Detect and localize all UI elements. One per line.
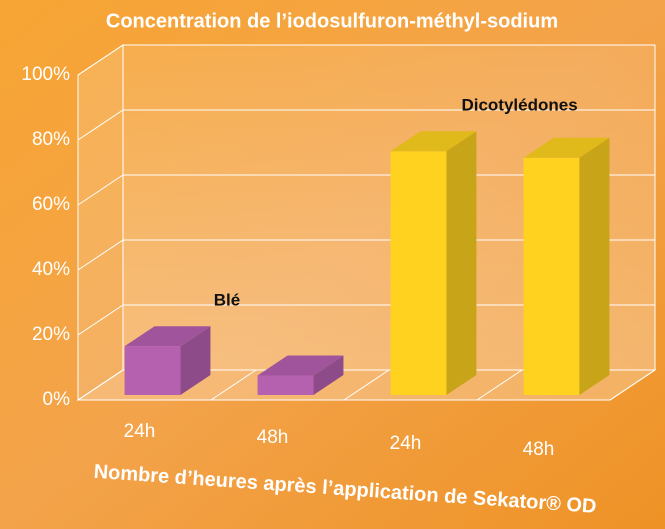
bar — [390, 131, 477, 395]
bar-top — [257, 355, 344, 376]
x-tick-label: 24h — [390, 433, 422, 454]
y-tick-label: 80% — [32, 129, 70, 150]
floor-divider — [609, 369, 656, 401]
series-label: Blé — [214, 291, 240, 310]
series-label: Dicotylédones — [461, 96, 577, 115]
bar — [124, 326, 211, 395]
bar-front — [124, 346, 181, 395]
side-wall — [77, 44, 124, 401]
y-tick-label: 40% — [32, 259, 70, 280]
y-tick-label: 0% — [43, 389, 71, 410]
bar-top — [124, 326, 211, 347]
bar-side — [313, 355, 344, 395]
bar-front — [257, 375, 314, 395]
y-tick-label: 100% — [21, 64, 70, 85]
bar-front — [390, 151, 447, 395]
bar-side — [180, 326, 211, 395]
bar-side — [579, 137, 610, 395]
bar — [257, 355, 344, 395]
bar-front — [523, 157, 580, 395]
floor-divider — [210, 369, 257, 401]
grid-line — [77, 174, 655, 206]
x-tick-label: 48h — [257, 427, 289, 448]
floor-divider — [476, 369, 523, 401]
y-tick-label: 60% — [32, 194, 70, 215]
floor-divider — [343, 369, 390, 401]
x-tick-label: 24h — [124, 421, 156, 442]
chart-title: Concentration de l’iodosulfuron-méthyl-s… — [106, 10, 558, 32]
grid-line — [77, 304, 655, 336]
grid-line — [77, 109, 655, 141]
grid-line — [77, 369, 655, 401]
y-tick-label: 20% — [32, 324, 70, 345]
bar — [523, 137, 610, 395]
x-tick-label: 48h — [523, 439, 555, 460]
grid-line — [77, 239, 655, 271]
grid-line — [77, 44, 655, 76]
bar-side — [446, 131, 477, 395]
bar-top — [390, 131, 477, 152]
bar-top — [523, 137, 610, 158]
